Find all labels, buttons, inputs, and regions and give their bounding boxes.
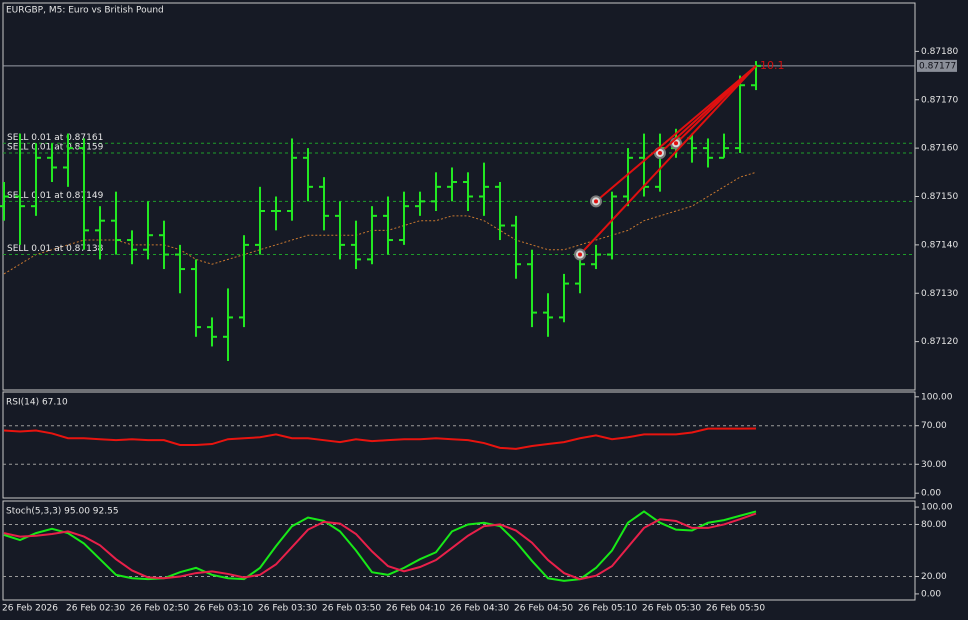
x-tick-label: 26 Feb 04:10 (386, 604, 445, 614)
y-tick-label: 0.87130 (921, 289, 958, 299)
price-pane (2, 2, 916, 391)
entry-dot (658, 150, 662, 155)
entry-dot (594, 199, 598, 204)
order-label: SELL 0.01 at 0.87138 (7, 244, 104, 254)
order-label: SELL 0.01 at 0.87161 (7, 133, 103, 143)
rsi-title: RSI(14) 67.10 (6, 398, 68, 408)
indicator-line (3, 427, 757, 450)
x-tick-label: 26 Feb 04:30 (450, 604, 509, 614)
y-tick-label: 0.87160 (921, 144, 958, 154)
order-label: SELL 0.01 at 0.87159 (7, 142, 104, 152)
indicator-line (3, 512, 757, 581)
x-tick-label: 26 Feb 03:50 (322, 604, 381, 614)
rsi-pane (2, 391, 916, 499)
y-tick-label: 0.87120 (921, 337, 958, 347)
stoch-title: Stoch(5,3,3) 95.00 92.55 (6, 507, 119, 517)
x-tick-label: 26 Feb 04:50 (514, 604, 573, 614)
y-tick-label: 80.00 (921, 520, 947, 530)
chart-title: EURGBP, M5: Euro vs British Pound (6, 6, 164, 16)
trade-line (595, 65, 757, 203)
y-tick-label: 30.00 (921, 460, 947, 470)
y-tick-label: 0.87150 (921, 192, 958, 202)
x-tick-label: 26 Feb 05:30 (642, 604, 701, 614)
x-tick-label: 26 Feb 05:10 (578, 604, 637, 614)
y-tick-label: 0.00 (921, 589, 941, 599)
order-label: SELL 0.01 at 0.87149 (7, 191, 104, 201)
y-tick-label: 20.00 (921, 572, 947, 582)
moving-average (3, 171, 757, 275)
x-tick-label: 26 Feb 05:50 (706, 604, 765, 614)
entry-dot (578, 252, 582, 257)
x-tick-label: 26 Feb 2026 (2, 604, 58, 614)
y-tick-label: 0.87170 (921, 95, 958, 105)
x-tick-label: 26 Feb 03:10 (194, 604, 253, 614)
y-tick-label: 70.00 (921, 421, 947, 431)
indicator-line (3, 510, 757, 582)
entry-dot (674, 141, 678, 146)
stoch-pane (2, 500, 916, 601)
profit-label: 10.1 (760, 59, 785, 72)
y-tick-label: 100.00 (921, 392, 953, 402)
trade-line (579, 65, 757, 256)
current-price-label: 0.87177 (919, 61, 956, 71)
x-tick-label: 26 Feb 02:50 (130, 604, 189, 614)
y-tick-label: 100.00 (921, 503, 953, 513)
y-tick-label: 0.87180 (921, 47, 958, 57)
current-price-box (917, 59, 957, 72)
x-tick-label: 26 Feb 02:30 (66, 604, 125, 614)
y-tick-label: 0.87140 (921, 240, 958, 250)
y-tick-label: 0.00 (921, 489, 941, 499)
x-tick-label: 26 Feb 03:30 (258, 604, 317, 614)
